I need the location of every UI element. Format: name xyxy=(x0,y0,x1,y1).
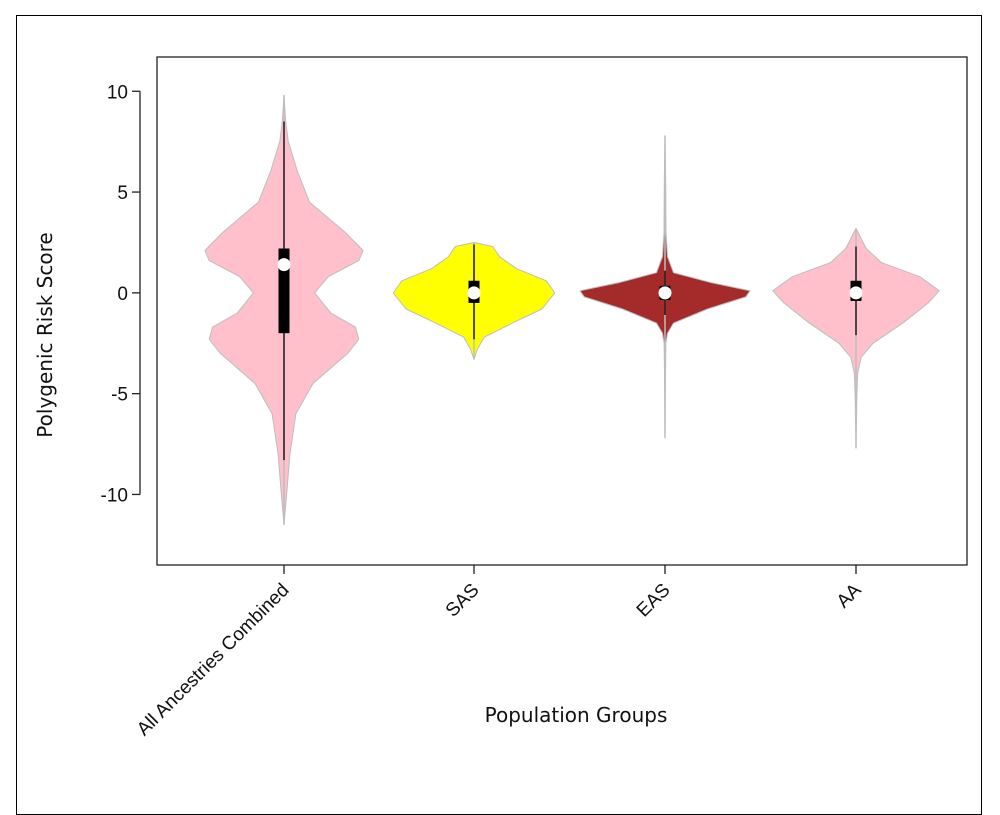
x-axis-title: Population Groups xyxy=(485,703,668,727)
violin-group xyxy=(772,227,940,449)
x-tick-label: AA xyxy=(833,579,866,612)
violin-group xyxy=(204,94,364,526)
median-point xyxy=(658,286,672,300)
violin-group xyxy=(392,242,556,360)
iqr-box xyxy=(278,248,290,334)
y-tick-label: 5 xyxy=(117,183,128,204)
median-point xyxy=(467,286,481,300)
plot-area xyxy=(156,56,968,566)
y-tick-label: 0 xyxy=(117,284,128,305)
y-axis-title: Polygenic Risk Score xyxy=(33,232,57,437)
y-tick-label: 10 xyxy=(107,82,128,103)
violins-layer xyxy=(204,94,940,526)
y-axis: 10 5 0 -5 -10 xyxy=(101,82,141,506)
x-tick-label: EAS xyxy=(633,580,675,622)
median-point xyxy=(849,286,863,300)
violin-chart: 10 5 0 -5 -10 All Ancestries Combined SAS EAS A… xyxy=(33,56,968,740)
y-tick-label: -5 xyxy=(111,385,128,406)
x-tick-label: All Ancestries Combined xyxy=(133,580,293,740)
violin-group xyxy=(579,135,751,439)
y-tick-label: -10 xyxy=(101,485,128,506)
x-tick-label: SAS xyxy=(442,580,484,622)
median-point xyxy=(277,258,291,272)
